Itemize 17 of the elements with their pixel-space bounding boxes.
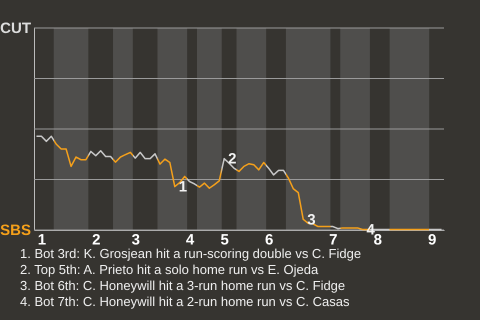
x-tick-label: 7 (329, 232, 338, 248)
text: 1. Bot 3rd: K. Grosjean hit a run-scoring double vs C. Fidge (20, 246, 362, 261)
text: 4. Bot 7th: C. Honeywill hit a 2-run home run vs C. Casas (20, 294, 350, 309)
ref-line-label: CUT (0, 20, 31, 37)
x-tick-label: 9 (428, 232, 436, 248)
annotation: 1 (178, 178, 188, 196)
x-tick-label: 5 (220, 232, 229, 248)
x-tick-label: 2 (92, 232, 100, 248)
x-tick-label: 8 (374, 232, 382, 248)
annotation: 2 (228, 150, 237, 168)
x-tick-label: 1 (38, 232, 46, 248)
x-tick-label: 6 (264, 232, 274, 248)
x-tick-label: 3 (132, 232, 140, 248)
ref-line-label: SBS (0, 222, 31, 239)
text: 2. Top 5th: A. Prieto hit a solo home run vs E. Ojeda (20, 262, 319, 277)
x-tick-label: 4 (186, 232, 195, 248)
text: 3. Bot 6th: C. Honeywill hit a 3-run home run vs C. Fidge (20, 278, 346, 293)
